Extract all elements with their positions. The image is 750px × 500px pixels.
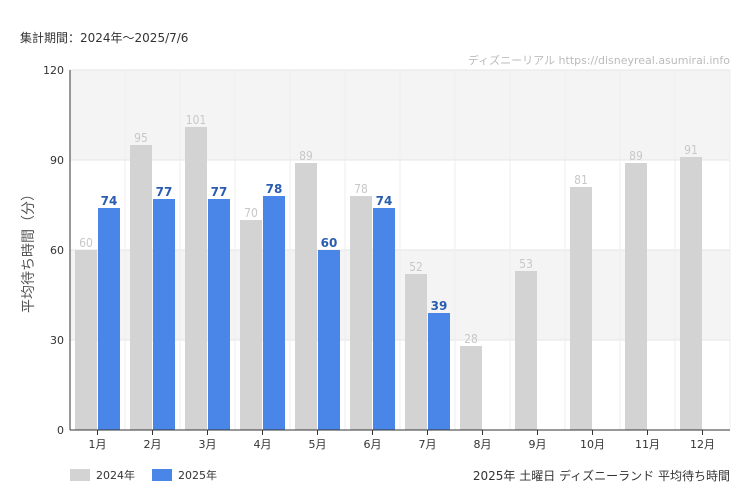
data-label-2025: 74: [101, 194, 118, 208]
data-label-2025: 77: [211, 185, 228, 199]
y-tick-label: 0: [57, 424, 64, 437]
y-axis-label: 平均待ち時間（分）: [21, 187, 37, 313]
legend-label-2024: 2024年: [96, 469, 135, 482]
x-tick-label: 11月: [635, 438, 660, 451]
y-tick-label: 120: [43, 64, 64, 77]
bar-2024: [515, 271, 537, 430]
x-tick-label: 6月: [364, 438, 382, 451]
x-tick-label: 5月: [309, 438, 327, 451]
chart-caption: 2025年 土曜日 ディズニーランド 平均待ち時間: [472, 469, 730, 483]
bar-2024: [405, 274, 427, 430]
bar-2025: [98, 208, 120, 430]
data-label-2024: 28: [464, 332, 478, 346]
data-label-2024: 89: [629, 149, 643, 163]
x-tick-label: 7月: [419, 438, 437, 451]
data-label-2025: 74: [376, 194, 393, 208]
data-label-2024: 89: [299, 149, 313, 163]
data-label-2025: 78: [266, 182, 283, 196]
data-label-2025: 60: [321, 236, 338, 250]
data-label-2024: 70: [244, 206, 258, 220]
data-labels: 60 74 95 77 101 77 70 78 89 60 78 74 52 39 28 53 81 89 91: [79, 113, 698, 346]
bar-2024: [680, 157, 702, 430]
data-label-2024: 91: [684, 143, 698, 157]
y-tick-label: 90: [50, 154, 64, 167]
x-tick-label: 1月: [89, 438, 107, 451]
bars: [75, 127, 702, 430]
bar-2025: [373, 208, 395, 430]
data-label-2025: 77: [156, 185, 173, 199]
legend-label-2025: 2025年: [178, 469, 217, 482]
bar-2024: [625, 163, 647, 430]
axes: 0 30 60 90 120 1月 2月 3月 4月 5月 6月 7月 8月 9月 10月 11月 12月: [43, 64, 730, 451]
bar-2025: [263, 196, 285, 430]
bar-2025: [318, 250, 340, 430]
x-tick-label: 10月: [580, 438, 605, 451]
bar-2024: [570, 187, 592, 430]
x-tick-label: 8月: [474, 438, 492, 451]
legend-item-2024: 2024年: [70, 467, 135, 483]
x-tick-label: 3月: [199, 438, 217, 451]
data-label-2024: 52: [409, 260, 423, 274]
data-label-2024: 78: [354, 182, 368, 196]
bar-2024: [460, 346, 482, 430]
bar-2024: [185, 127, 207, 430]
legend-swatch-2024: [70, 469, 90, 481]
bar-2024: [240, 220, 262, 430]
data-label-2024: 95: [134, 131, 148, 145]
data-label-2024: 101: [186, 113, 207, 127]
x-tick-label: 4月: [254, 438, 272, 451]
x-tick-label: 12月: [690, 438, 715, 451]
data-label-2024: 60: [79, 236, 93, 250]
bar-2024: [350, 196, 372, 430]
y-tick-label: 30: [50, 334, 64, 347]
bar-2024: [295, 163, 317, 430]
data-label-2024: 81: [574, 173, 588, 187]
legend-swatch-2025: [152, 469, 172, 481]
bar-2025: [153, 199, 175, 430]
x-tick-label: 2月: [144, 438, 162, 451]
bar-2025: [428, 313, 450, 430]
data-label-2025: 39: [431, 299, 448, 313]
y-tick-label: 60: [50, 244, 64, 257]
bar-2024: [75, 250, 97, 430]
x-tick-label: 9月: [529, 438, 547, 451]
bar-2024: [130, 145, 152, 430]
data-label-2024: 53: [519, 257, 533, 271]
period-label: 集計期間：2024年～2025/7/6: [20, 31, 189, 45]
bar-2025: [208, 199, 230, 430]
legend-item-2025: 2025年: [152, 467, 217, 483]
watermark: ディズニーリアル https://disneyreal.asumirai.inf…: [468, 53, 730, 67]
